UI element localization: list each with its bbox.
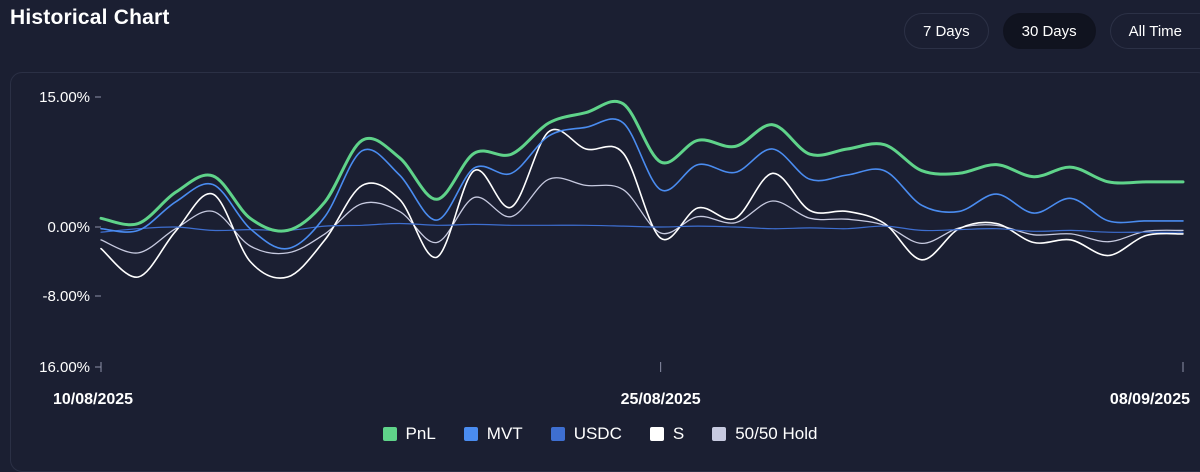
legend-swatch-s bbox=[649, 427, 664, 441]
series-line-pnl bbox=[99, 99, 1185, 233]
legend-label-pnl: PnL bbox=[405, 424, 436, 443]
x-tick-label-0: 10/08/2025 bbox=[53, 391, 133, 408]
legend-label-mvt: MVT bbox=[486, 424, 523, 443]
legend-label-s: S bbox=[672, 424, 685, 443]
legend-label-usdc: USDC bbox=[573, 424, 622, 443]
range-7-days-button[interactable]: 7 Days bbox=[903, 13, 989, 49]
legend-swatch-pnl bbox=[382, 427, 397, 441]
series-line-50-50-hold bbox=[100, 177, 1184, 255]
legend-item-5050-hold[interactable]: 50/50 Hold bbox=[712, 424, 817, 444]
legend-item-usdc[interactable]: USDC bbox=[550, 424, 622, 444]
y-tick-label-2: -8.00% bbox=[42, 288, 90, 305]
legend-item-pnl[interactable]: PnL bbox=[382, 424, 436, 444]
chart-title: Historical Chart bbox=[10, 6, 170, 29]
chart-legend: PnL MVT USDC S 50/50 Hold bbox=[0, 424, 1200, 444]
legend-label-5050-hold: 50/50 Hold bbox=[735, 424, 818, 443]
series-line-mvt bbox=[100, 118, 1184, 250]
legend-swatch-5050-hold bbox=[712, 427, 727, 441]
series-line-s bbox=[100, 128, 1184, 279]
y-tick-label-3: 16.00% bbox=[39, 359, 90, 376]
legend-swatch-usdc bbox=[550, 427, 565, 441]
y-tick-label-0: 15.00% bbox=[39, 89, 90, 106]
y-tick-label-1: 0.00% bbox=[47, 219, 90, 236]
range-all-time-button[interactable]: All Time bbox=[1109, 13, 1200, 49]
range-30-days-button[interactable]: 30 Days bbox=[1002, 13, 1096, 49]
legend-item-s[interactable]: S bbox=[649, 424, 685, 444]
range-selector: 7 Days 30 Days All Time bbox=[903, 13, 1200, 49]
x-tick-label-1: 25/08/2025 bbox=[621, 391, 701, 408]
legend-item-mvt[interactable]: MVT bbox=[463, 424, 523, 444]
legend-swatch-mvt bbox=[463, 427, 478, 441]
x-tick-label-2: 08/09/2025 bbox=[1110, 391, 1190, 408]
